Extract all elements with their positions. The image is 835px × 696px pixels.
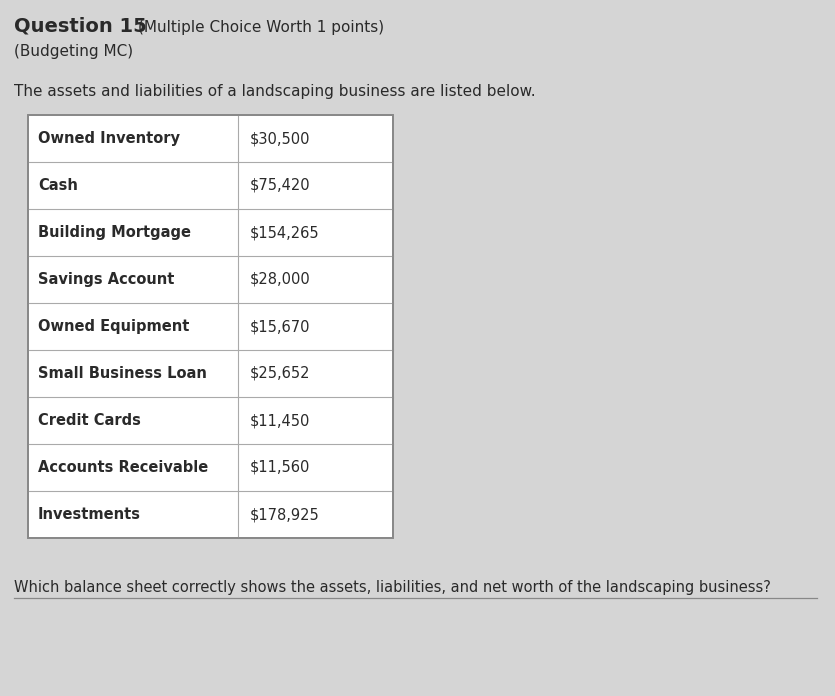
Text: Credit Cards: Credit Cards <box>38 413 141 428</box>
Text: $11,450: $11,450 <box>250 413 311 428</box>
Text: (Budgeting MC): (Budgeting MC) <box>14 44 133 59</box>
Text: The assets and liabilities of a landscaping business are listed below.: The assets and liabilities of a landscap… <box>14 84 535 99</box>
Text: $154,265: $154,265 <box>250 225 320 240</box>
Text: $75,420: $75,420 <box>250 178 311 193</box>
Text: Owned Inventory: Owned Inventory <box>38 131 180 146</box>
Text: $178,925: $178,925 <box>250 507 320 522</box>
Text: Building Mortgage: Building Mortgage <box>38 225 191 240</box>
Text: Small Business Loan: Small Business Loan <box>38 366 207 381</box>
Text: Which balance sheet correctly shows the assets, liabilities, and net worth of th: Which balance sheet correctly shows the … <box>14 580 771 595</box>
Text: $30,500: $30,500 <box>250 131 311 146</box>
Text: Savings Account: Savings Account <box>38 272 175 287</box>
Bar <box>28 115 393 538</box>
Text: Owned Equipment: Owned Equipment <box>38 319 190 334</box>
Text: Question 15: Question 15 <box>14 17 147 36</box>
Text: $28,000: $28,000 <box>250 272 311 287</box>
Text: Accounts Receivable: Accounts Receivable <box>38 460 208 475</box>
Bar <box>28 115 393 538</box>
Text: $15,670: $15,670 <box>250 319 311 334</box>
Text: Investments: Investments <box>38 507 141 522</box>
Text: $25,652: $25,652 <box>250 366 311 381</box>
Text: $11,560: $11,560 <box>250 460 311 475</box>
Text: (Multiple Choice Worth 1 points): (Multiple Choice Worth 1 points) <box>138 20 384 35</box>
Text: Cash: Cash <box>38 178 78 193</box>
